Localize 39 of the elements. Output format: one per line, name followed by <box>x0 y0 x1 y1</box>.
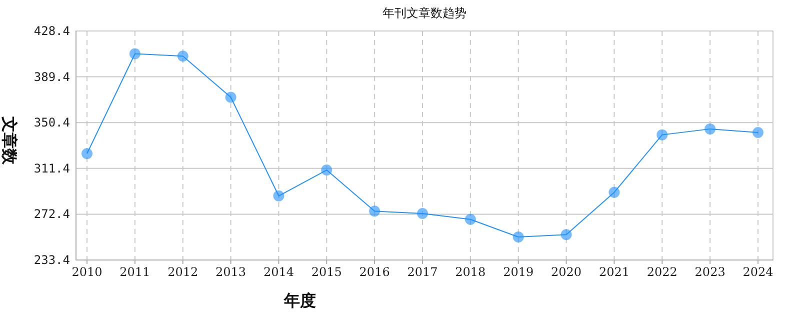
x-tick-label: 2016 <box>359 265 390 279</box>
y-tick-label: 311.4 <box>34 161 70 176</box>
y-axis-title: 文章数 <box>0 116 19 166</box>
point <box>560 229 572 240</box>
x-tick-label: 2020 <box>551 265 582 279</box>
point <box>512 231 524 242</box>
point <box>608 186 620 198</box>
x-tick-label: 2021 <box>598 265 630 279</box>
x-tick-label: 2014 <box>263 265 294 279</box>
x-tick-label: 2012 <box>168 265 198 279</box>
x-tick-label: 2019 <box>503 265 534 279</box>
point <box>752 126 764 138</box>
chart-title: 年刊文章数趋势 <box>382 6 466 20</box>
y-tick-label: 389.4 <box>34 70 70 84</box>
x-tick-label: 2011 <box>120 265 150 279</box>
x-axis-title: 年度 <box>283 291 316 310</box>
x-tick-label: 2018 <box>455 265 486 279</box>
x-tick-label: 2013 <box>216 265 246 279</box>
point <box>273 190 284 202</box>
point <box>464 214 476 225</box>
y-tick-label: 233.4 <box>34 253 70 267</box>
point <box>225 92 236 103</box>
point <box>129 48 140 60</box>
x-tick-label: 2022 <box>646 265 678 279</box>
x-tick-label: 2024 <box>742 265 774 279</box>
point <box>321 164 332 176</box>
point <box>656 129 668 140</box>
x-tick-label: 2023 <box>694 265 726 279</box>
x-tick-label: 2010 <box>72 265 102 279</box>
point <box>369 206 380 217</box>
y-tick-label: 350.4 <box>34 116 70 130</box>
y-tick-label: 428.4 <box>34 24 70 38</box>
y-tick-label: 272.4 <box>34 207 70 222</box>
point <box>177 50 188 62</box>
point <box>417 208 428 219</box>
point <box>704 123 716 134</box>
x-tick-label: 2017 <box>407 265 438 279</box>
x-tick-label: 2015 <box>311 265 342 279</box>
point <box>82 148 92 160</box>
